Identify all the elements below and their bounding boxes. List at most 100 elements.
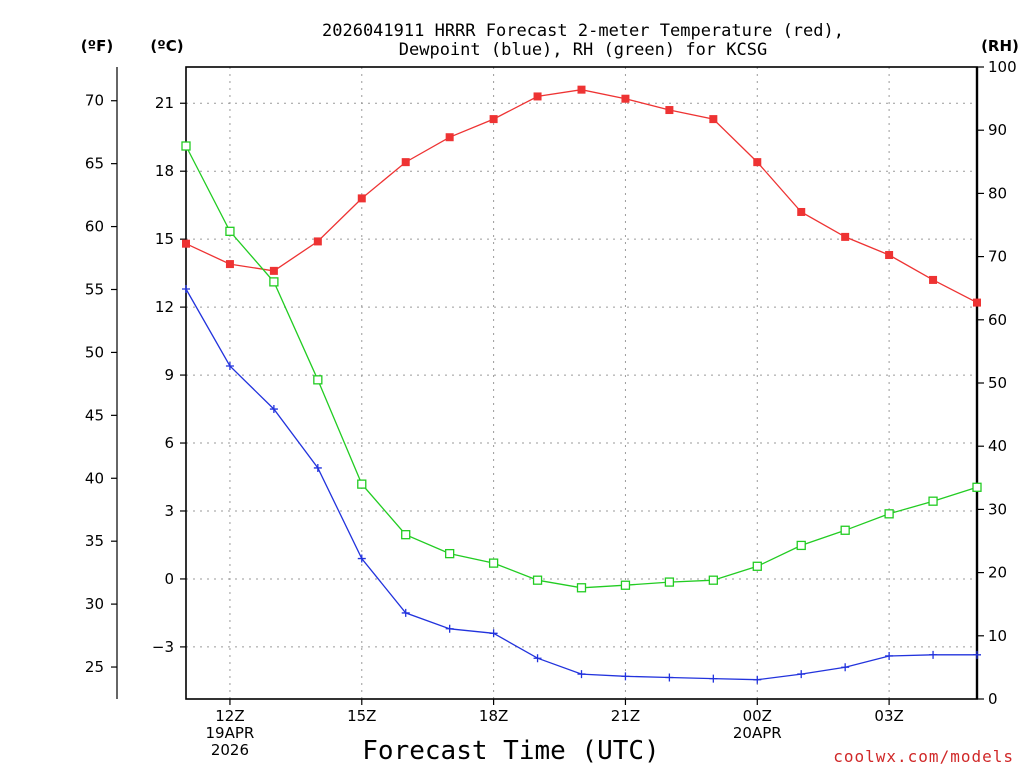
rh-data-point bbox=[928, 496, 938, 506]
celsius-tick-label: 0 bbox=[164, 570, 174, 588]
time-tick-label: 20APR bbox=[733, 724, 782, 742]
rh-data-point bbox=[313, 375, 323, 385]
dewpoint-data-point bbox=[753, 675, 762, 684]
time-tick-label: 12Z bbox=[215, 707, 244, 725]
rh-tick-label: 0 bbox=[988, 690, 998, 708]
temperature-data-point bbox=[357, 194, 366, 203]
celsius-tick-label: 6 bbox=[164, 434, 174, 452]
temperature-data-point bbox=[489, 115, 498, 124]
rh-unit-label: (RH) bbox=[981, 37, 1019, 55]
rh-tick-label: 90 bbox=[988, 121, 1007, 139]
dewpoint-data-point bbox=[182, 284, 190, 293]
dewpoint-data-point bbox=[489, 629, 498, 638]
rh-data-point bbox=[401, 530, 411, 540]
dewpoint-data-point bbox=[621, 672, 630, 681]
rh-data-point bbox=[840, 525, 850, 535]
rh-tick-label: 100 bbox=[988, 58, 1017, 76]
celsius-tick-label: 3 bbox=[164, 502, 174, 520]
rh-data-point bbox=[796, 540, 806, 551]
time-tick-label: 19APR bbox=[206, 724, 255, 742]
fahrenheit-tick-label: 55 bbox=[85, 280, 104, 298]
rh-data-point bbox=[576, 583, 587, 593]
rh-tick-label: 10 bbox=[988, 627, 1007, 645]
time-tick-label: 03Z bbox=[874, 707, 903, 725]
celsius-tick-label: −3 bbox=[152, 638, 174, 656]
dewpoint-data-point bbox=[533, 654, 542, 663]
rh-tick-label: 20 bbox=[988, 564, 1007, 582]
time-tick-label: 18Z bbox=[479, 707, 508, 725]
fahrenheit-axis: 70 65 60 55 50 45 40 35 30 25 bbox=[85, 92, 117, 676]
dewpoint-data-point bbox=[665, 673, 674, 682]
rh-tick-label: 70 bbox=[988, 248, 1007, 266]
temperature-data-point bbox=[313, 237, 322, 246]
dewpoint-data-point bbox=[973, 650, 981, 659]
time-tick-label: 2026 bbox=[211, 741, 249, 759]
celsius-tick-label: 15 bbox=[155, 230, 174, 248]
temperature-data-point bbox=[269, 266, 278, 275]
rh-data-point bbox=[357, 479, 367, 489]
time-tick-label: 00Z bbox=[743, 707, 772, 725]
rh-data-point bbox=[664, 577, 675, 587]
temperature-data-point bbox=[709, 115, 718, 124]
rh-data-point bbox=[708, 575, 718, 585]
rh-tick-label: 50 bbox=[988, 374, 1007, 392]
temperature-data-point bbox=[533, 92, 542, 101]
rh-data-point bbox=[445, 548, 455, 559]
dewpoint-data-point bbox=[357, 554, 366, 563]
x-axis-title: Forecast Time (UTC) bbox=[362, 736, 659, 766]
dewpoint-data-point bbox=[709, 674, 718, 683]
rh-data-point bbox=[488, 558, 499, 568]
temperature-series-line bbox=[185, 89, 978, 304]
dewpoint-data-point bbox=[445, 624, 454, 633]
plot-frame bbox=[185, 66, 978, 700]
fahrenheit-tick-label: 35 bbox=[85, 532, 104, 550]
celsius-tick-label: 21 bbox=[155, 94, 174, 112]
chart-title-line-1: 2026041911 HRRR Forecast 2-meter Tempera… bbox=[322, 21, 844, 41]
rh-data-point bbox=[972, 482, 982, 492]
dewpoint-data-point bbox=[841, 663, 850, 672]
rh-tick-label: 60 bbox=[988, 311, 1007, 329]
dewpoint-data-point bbox=[797, 670, 806, 679]
fahrenheit-unit-label: (ºF) bbox=[81, 37, 113, 55]
celsius-axis: 21 18 15 12 9 6 3 0 −3 bbox=[152, 94, 186, 656]
celsius-tick-label: 18 bbox=[155, 162, 174, 180]
rh-tick-label: 40 bbox=[988, 437, 1007, 455]
temperature-data-point bbox=[182, 239, 190, 248]
fahrenheit-tick-label: 25 bbox=[85, 658, 104, 676]
temperature-data-point bbox=[401, 158, 410, 167]
temperature-data-point bbox=[885, 251, 894, 260]
rh-data-point bbox=[752, 561, 762, 571]
temperature-data-point bbox=[797, 207, 806, 216]
rh-data-point bbox=[181, 141, 191, 151]
temperature-data-point bbox=[225, 260, 234, 269]
fahrenheit-tick-label: 50 bbox=[85, 343, 104, 361]
rh-data-point bbox=[269, 277, 279, 287]
rh-tick-label: 30 bbox=[988, 500, 1007, 518]
rh-series-line bbox=[185, 145, 978, 589]
rh-data-point bbox=[620, 580, 631, 590]
dewpoint-data-point bbox=[885, 651, 894, 660]
source-credit: coolwx.com/models bbox=[833, 747, 1014, 766]
temperature-data-point bbox=[621, 94, 630, 103]
fahrenheit-tick-label: 40 bbox=[85, 469, 104, 487]
temperature-data-point bbox=[929, 275, 938, 284]
rh-data-point bbox=[225, 226, 235, 236]
grid-lines bbox=[186, 67, 977, 699]
fahrenheit-tick-label: 30 bbox=[85, 595, 104, 613]
fahrenheit-tick-label: 70 bbox=[85, 92, 104, 110]
temperature-data-point bbox=[973, 298, 981, 307]
time-tick-label: 15Z bbox=[347, 707, 376, 725]
dewpoint-data-point bbox=[313, 463, 322, 472]
dewpoint-data-point bbox=[225, 362, 234, 371]
rh-data-point bbox=[532, 575, 543, 585]
temperature-data-point bbox=[753, 158, 762, 167]
dewpoint-data-point bbox=[401, 608, 410, 617]
data-series bbox=[181, 85, 982, 684]
temperature-data-point bbox=[577, 85, 586, 94]
temperature-data-point bbox=[665, 106, 674, 115]
fahrenheit-tick-label: 65 bbox=[85, 155, 104, 173]
rh-tick-label: 80 bbox=[988, 184, 1007, 202]
